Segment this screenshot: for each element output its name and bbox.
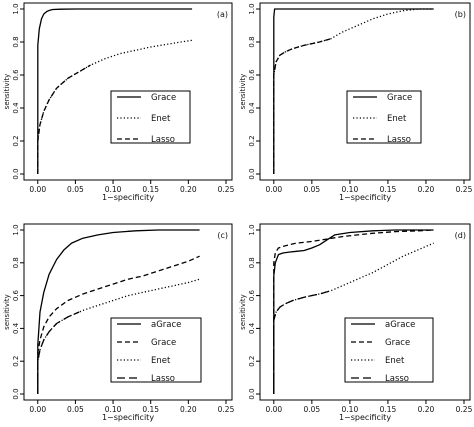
plot-frame [23,223,233,401]
plot-frame [259,2,471,181]
x-axis-label: 1−specificity [339,193,391,202]
y-tick-label: 0.8 [12,257,20,268]
legend-box [110,317,202,383]
series-line-enet [37,278,200,394]
y-tick-label: 1.0 [12,3,20,14]
x-tick-label: 0.20 [180,405,197,414]
legend-box [344,317,434,383]
x-tick-label: 0.15 [142,185,159,194]
y-tick-label: 1.0 [248,224,256,235]
panel-label: (d) [455,231,466,240]
x-tick-label: 0.15 [380,185,397,194]
x-tick-label: 0.00 [265,185,282,194]
y-tick-label: 0.8 [248,257,256,268]
panel-2: 0.0 0.2 0.4 0.6 0.8 1.0 0.00 0.05 0.10 0.15 0.20 0.… [3,223,235,422]
y-tick-label: 0.8 [12,36,20,47]
legend-label: Enet [385,356,405,366]
series-line-lasso [273,38,332,174]
panel-label: (b) [455,10,466,19]
x-tick-label: 0.05 [67,185,84,194]
y-tick-label: 0.0 [12,168,20,179]
x-axis-label: 1−specificity [339,413,391,422]
legend-label: Grace [387,93,412,103]
x-tick-label: 0.05 [303,185,320,194]
legend-label: Lasso [151,135,175,145]
x-tick-label: 0.05 [67,405,84,414]
series-line-grace [273,229,434,394]
x-tick-label: 0.15 [380,405,397,414]
x-tick-label: 0.25 [456,185,473,194]
series-line-grace [37,255,200,394]
y-tick-label: 0.0 [12,388,20,399]
legend-box [346,90,422,144]
legend-box [110,90,191,144]
x-tick-label: 0.15 [142,405,159,414]
x-tick-label: 0.25 [218,185,235,194]
legend-label: Enet [387,114,407,124]
legend-label: Lasso [385,374,409,384]
panel-3: 0.0 0.2 0.4 0.6 0.8 1.0 0.00 0.05 0.10 0.15 0.20 0.… [239,223,473,422]
y-tick-label: 0.4 [248,322,256,334]
y-tick-label: 0.4 [248,102,256,114]
y-tick-label: 0.0 [248,388,256,399]
series-line-lasso [273,290,332,394]
y-tick-label: 0.4 [12,322,20,334]
x-tick-label: 0.10 [105,405,122,414]
y-axis-label: sensitivity [3,294,11,330]
y-tick-label: 0.2 [12,135,20,146]
series-line-lasso [37,64,91,174]
series-line-agrace [273,229,434,394]
x-tick-label: 0.20 [418,405,435,414]
y-tick-label: 0.2 [12,356,20,367]
x-tick-label: 0.05 [303,405,320,414]
y-axis-label: sensitivity [239,74,247,110]
y-tick-label: 0.2 [248,135,256,146]
legend-label: Grace [385,338,410,348]
x-tick-label: 0.20 [418,185,435,194]
y-axis-label: sensitivity [239,294,247,330]
x-tick-label: 0.10 [105,185,122,194]
y-axis-label: sensitivity [3,74,11,110]
x-axis-label: 1−specificity [102,193,154,202]
y-tick-label: 1.0 [12,224,20,235]
x-axis-label: 1−specificity [102,413,154,422]
y-tick-label: 0.6 [248,289,256,301]
x-tick-label: 0.20 [180,185,197,194]
panel-1: 0.0 0.2 0.4 0.6 0.8 1.0 0.00 0.05 0.10 0.15 0.20 0.… [239,2,473,202]
legend-label: Enet [151,114,171,124]
x-tick-label: 0.00 [29,405,46,414]
panel-label: (a) [217,10,228,19]
series-line-agrace [37,229,200,394]
legend-label: Lasso [387,135,411,145]
y-tick-label: 0.6 [248,69,256,81]
legend-label: Grace [151,338,176,348]
x-tick-label: 0.00 [265,405,282,414]
legend-label: Enet [151,356,171,366]
y-tick-label: 0.6 [12,69,20,81]
panel-0: 0.0 0.2 0.4 0.6 0.8 1.0 0.00 0.05 0.10 0.15 0.20 0.… [3,2,235,202]
x-tick-label: 0.25 [218,405,235,414]
y-tick-label: 0.6 [12,289,20,301]
x-tick-label: 0.10 [342,405,359,414]
y-tick-label: 1.0 [248,3,256,14]
plot-frame [23,2,233,181]
y-tick-label: 0.8 [248,36,256,47]
series-line-enet [37,39,193,174]
legend-label: Lasso [151,374,175,384]
series-line-lasso [37,311,80,394]
y-tick-label: 0.0 [248,168,256,179]
x-tick-label: 0.00 [29,185,46,194]
y-tick-label: 0.4 [12,102,20,114]
x-tick-label: 0.10 [342,185,359,194]
legend-label: Grace [151,93,176,103]
plot-frame [259,223,471,401]
panel-label: (c) [217,231,228,240]
series-line-grace [37,8,193,174]
legend-label: aGrace [385,320,415,330]
y-tick-label: 0.2 [248,356,256,367]
legend-label: aGrace [151,320,181,330]
x-tick-label: 0.25 [456,405,473,414]
